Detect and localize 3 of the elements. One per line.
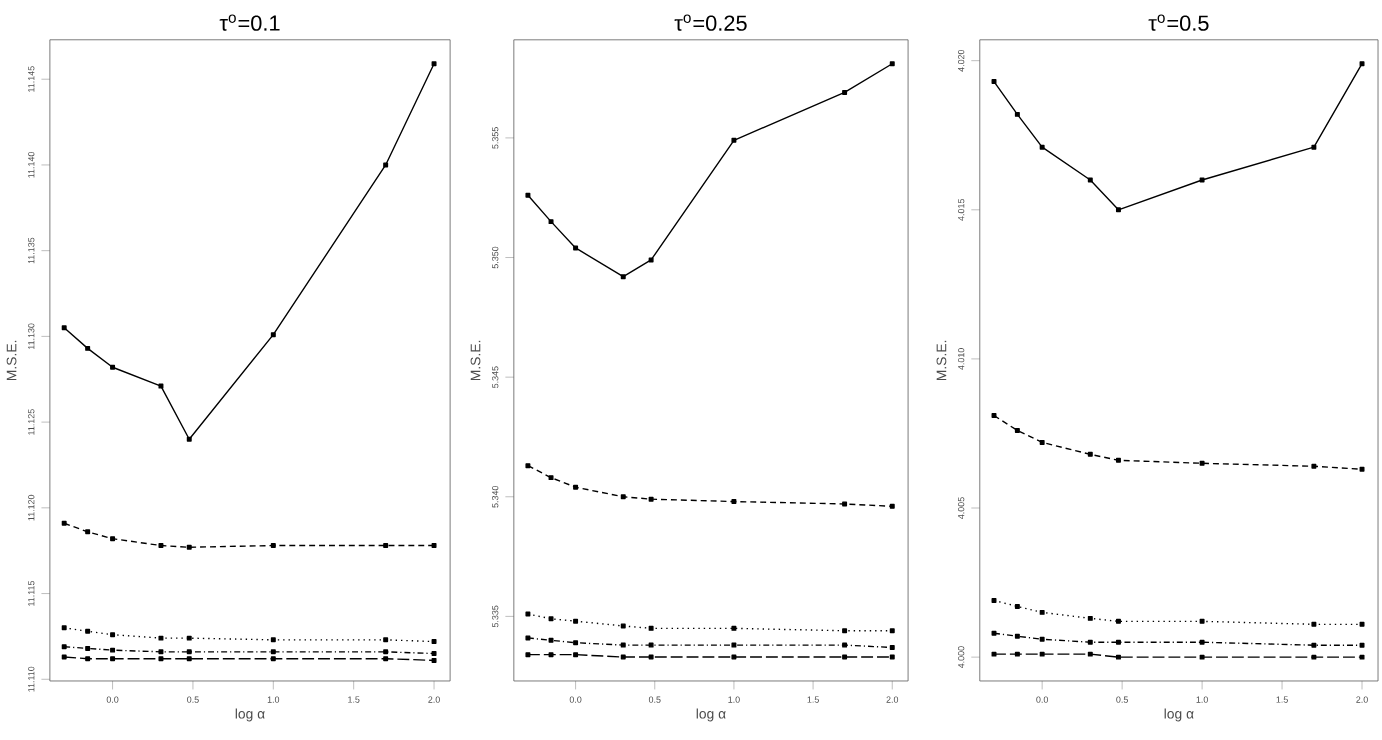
chart-title: τ$^{o}$=0.5 [1148, 14, 1209, 31]
chart-title: τ$^{o}$=0.1 [219, 14, 280, 31]
chart-title: τ$^{o}$=0.25 [674, 14, 747, 31]
